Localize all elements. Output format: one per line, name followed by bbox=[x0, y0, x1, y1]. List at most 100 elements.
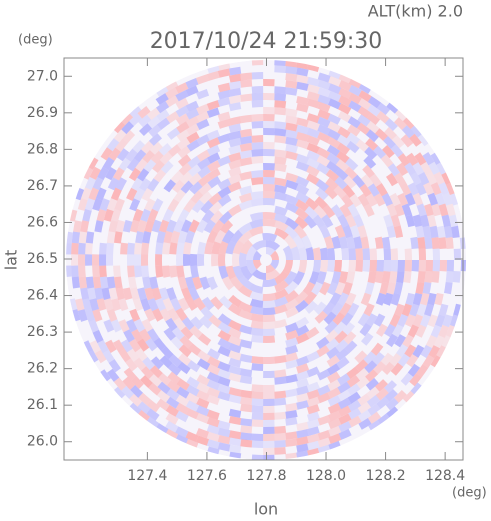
radar-cell bbox=[316, 162, 330, 175]
radar-cell bbox=[338, 271, 349, 284]
radar-cell bbox=[294, 224, 307, 239]
radar-cell bbox=[197, 350, 211, 363]
radar-cell bbox=[327, 136, 341, 149]
radar-cell bbox=[71, 231, 80, 244]
radar-cell bbox=[180, 180, 194, 194]
radar-cell bbox=[149, 276, 159, 290]
radar-cell bbox=[156, 390, 171, 403]
radar-cell bbox=[98, 254, 107, 266]
radar-cell bbox=[307, 426, 320, 436]
radar-cell bbox=[217, 435, 231, 445]
radar-cell bbox=[364, 282, 375, 295]
radar-cell bbox=[82, 209, 92, 222]
radar-cell bbox=[420, 314, 431, 328]
radar-cell bbox=[135, 231, 144, 244]
radar-cell bbox=[438, 237, 447, 249]
radar-cell bbox=[274, 411, 287, 420]
radar-cell bbox=[113, 129, 127, 143]
radar-cell bbox=[179, 171, 193, 185]
radar-cell bbox=[182, 253, 191, 267]
radar-cell bbox=[347, 399, 362, 412]
radar-cell bbox=[249, 298, 264, 308]
radar-cell bbox=[217, 427, 231, 438]
radar-cell bbox=[128, 338, 141, 353]
radar-cell bbox=[390, 214, 401, 228]
radar-cell bbox=[358, 82, 372, 94]
radar-cell bbox=[336, 142, 350, 155]
radar-cell bbox=[346, 271, 356, 284]
radar-cell bbox=[229, 276, 243, 291]
radar-cell bbox=[296, 153, 310, 165]
radar-cell bbox=[369, 248, 378, 260]
radar-cell bbox=[331, 271, 341, 285]
radar-cell bbox=[394, 172, 406, 186]
radar-cell bbox=[133, 254, 142, 266]
radar-cell bbox=[328, 76, 342, 87]
radar-cell bbox=[88, 187, 99, 201]
radar-cell bbox=[313, 301, 327, 315]
radar-cell bbox=[431, 203, 442, 217]
radar-cell bbox=[147, 328, 160, 342]
radar-cell bbox=[196, 435, 209, 446]
radar-cell bbox=[374, 271, 384, 284]
radar-cell bbox=[147, 208, 159, 222]
radar-cell bbox=[206, 409, 220, 420]
radar-cell bbox=[422, 354, 435, 368]
radar-cell bbox=[96, 298, 107, 311]
radar-cell bbox=[415, 324, 427, 338]
radar-cell bbox=[338, 72, 352, 84]
radar-cell bbox=[402, 116, 416, 130]
radar-cell bbox=[317, 94, 331, 105]
radar-cell bbox=[176, 242, 185, 255]
radar-cell bbox=[85, 242, 93, 255]
x-tick-label: 127.8 bbox=[246, 468, 286, 484]
radar-cell bbox=[206, 100, 220, 111]
radar-cell bbox=[105, 167, 117, 181]
radar-cell bbox=[274, 280, 289, 293]
radar-cell bbox=[416, 364, 429, 378]
radar-cell bbox=[251, 156, 264, 164]
radar-cell bbox=[253, 260, 262, 270]
radar-cell bbox=[102, 349, 115, 363]
radar-cell bbox=[185, 100, 199, 112]
radar-cell bbox=[94, 350, 107, 364]
radar-cell bbox=[189, 181, 203, 195]
radar-cell bbox=[228, 159, 242, 170]
radar-cell bbox=[266, 240, 281, 251]
radar-cell bbox=[155, 93, 169, 105]
radar-cell bbox=[284, 271, 298, 286]
radar-cell bbox=[296, 421, 309, 432]
radar-cell bbox=[176, 378, 190, 391]
radar-cell bbox=[365, 313, 378, 327]
radar-cell bbox=[416, 303, 427, 317]
radar-cell bbox=[162, 208, 174, 223]
radar-cell bbox=[446, 203, 456, 217]
radar-cell bbox=[344, 166, 358, 180]
radar-cell bbox=[125, 358, 138, 372]
radar-cell bbox=[128, 276, 137, 289]
radar-cell bbox=[327, 371, 341, 384]
radar-cell bbox=[418, 260, 427, 272]
radar-cell bbox=[112, 386, 126, 400]
radar-cell bbox=[126, 187, 138, 201]
radar-cell bbox=[116, 148, 130, 162]
radar-cell bbox=[77, 198, 88, 211]
radar-cell bbox=[115, 287, 126, 301]
radar-cell bbox=[316, 271, 327, 285]
radar-cell bbox=[82, 298, 92, 311]
radar-cell bbox=[203, 219, 216, 234]
radar-cell bbox=[263, 454, 275, 460]
radar-cell bbox=[206, 424, 220, 435]
radar-cell bbox=[75, 298, 85, 311]
radar-cell bbox=[157, 381, 171, 395]
radar-cell bbox=[429, 225, 439, 238]
radar-cell bbox=[415, 282, 425, 295]
radar-cell bbox=[314, 196, 328, 210]
radar-cell bbox=[295, 299, 309, 313]
radar-cell bbox=[274, 184, 288, 194]
radar-cell bbox=[364, 146, 378, 160]
radar-cell bbox=[200, 200, 214, 214]
radar-cell bbox=[222, 276, 235, 291]
radar-cell bbox=[263, 162, 275, 171]
